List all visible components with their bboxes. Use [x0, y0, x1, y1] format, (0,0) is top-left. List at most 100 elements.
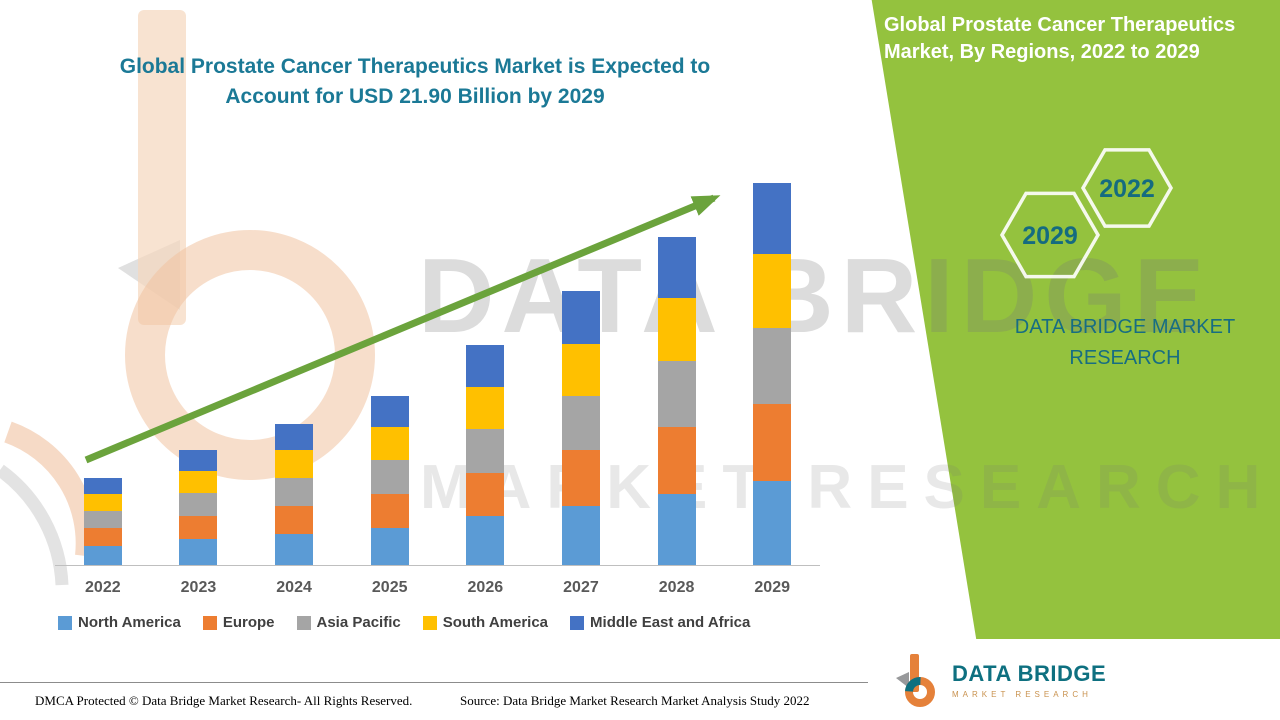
bar-stack [83, 477, 122, 565]
brand-logo-text: DATA BRIDGE MARKET RESEARCH [952, 661, 1106, 699]
bar-stack [466, 345, 505, 565]
bar-segment-middle-east-and-africa [753, 182, 792, 255]
watermark-swoosh-gray [0, 464, 69, 586]
legend: North America Europe Asia Pacific South Ame… [58, 614, 838, 631]
x-axis-label: 2029 [754, 579, 790, 596]
bar-segment-middle-east-and-africa [179, 449, 218, 471]
bar-segment-europe [275, 505, 314, 534]
bar-segment-north-america [657, 493, 696, 565]
hexagon-badges: 2029 2022 [999, 148, 1174, 279]
side-panel-brand-line2: RESEARCH [1069, 347, 1181, 369]
bar-segment-north-america [179, 538, 218, 565]
x-axis-label: 2028 [658, 579, 695, 596]
legend-item: North America [58, 614, 181, 631]
brand-logo-name: DATA BRIDGE [952, 660, 1107, 686]
bar-segment-north-america [275, 533, 314, 565]
bar-stack [275, 423, 314, 565]
bar-segment-asia-pacific [561, 395, 600, 450]
brand-logo-subtitle: MARKET RESEARCH [952, 689, 1092, 699]
x-axis-label: 2022 [85, 579, 121, 596]
bar-segment-europe [561, 449, 600, 506]
bar-column: 2027 [533, 140, 629, 596]
chart-title-line1: Global Prostate Cancer Therapeutics Mark… [119, 55, 711, 78]
side-panel-brand-text: DATA BRIDGE MARKET RESEARCH [1010, 312, 1240, 374]
bar-segment-north-america [83, 545, 122, 565]
bar-column: 2023 [151, 140, 247, 596]
legend-label: South America [442, 614, 549, 631]
chart-title: Global Prostate Cancer Therapeutics Mark… [0, 52, 830, 112]
legend-swatch [202, 615, 217, 630]
bar-segment-north-america [466, 516, 505, 565]
x-axis-label: 2024 [276, 579, 312, 596]
x-axis-label: 2026 [467, 579, 504, 596]
bar-segment-south-america [657, 298, 696, 361]
bar-column: 2029 [724, 140, 820, 596]
bar-stack [370, 395, 409, 565]
bar-segment-europe [466, 472, 505, 517]
legend-item: South America [422, 614, 549, 631]
bar-segment-north-america [753, 481, 792, 565]
legend-label: North America [78, 614, 181, 631]
bar-stack [179, 449, 218, 565]
hexagon-2029 [999, 191, 1101, 279]
bar-segment-europe [753, 404, 792, 482]
bar-segment-south-america [179, 470, 218, 494]
x-axis-label: 2027 [563, 579, 599, 596]
hexagon-2029-label: 2029 [1022, 222, 1078, 250]
legend-item: Middle East and Africa [570, 614, 750, 631]
bar-column: 2026 [438, 140, 534, 596]
data-bridge-logo-icon [896, 653, 935, 707]
legend-swatch [296, 615, 311, 630]
footer: DMCA Protected © Data Bridge Market Rese… [0, 682, 868, 720]
bar-segment-north-america [561, 505, 600, 565]
legend-swatch [422, 615, 437, 630]
bar-stack [657, 237, 696, 565]
bar-segment-middle-east-and-africa [370, 395, 409, 428]
side-panel-title: Global Prostate Cancer Therapeutics Mark… [884, 12, 1280, 66]
bar-segment-middle-east-and-africa [561, 291, 600, 344]
bar-segment-south-america [753, 254, 792, 328]
bar-segment-south-america [370, 427, 409, 461]
legend-swatch [570, 615, 585, 630]
bar-segment-south-america [275, 449, 314, 478]
bar-segment-asia-pacific [83, 511, 122, 529]
hexagon-2022 [1080, 148, 1174, 228]
brand-logo-box: DATA BRIDGE MARKET RESEARCH [866, 639, 1280, 720]
bar-segment-asia-pacific [753, 327, 792, 405]
bar-segment-europe [370, 493, 409, 529]
bar-segment-europe [179, 516, 218, 539]
bar-segment-north-america [370, 528, 409, 565]
legend-item: Europe [202, 614, 275, 631]
bar-column: 2022 [55, 140, 151, 596]
bar-segment-asia-pacific [466, 428, 505, 473]
chart-title-line2: Account for USD 21.90 Billion by 2029 [225, 85, 605, 108]
legend-label: Asia Pacific [316, 614, 401, 631]
x-axis-label: 2025 [371, 579, 408, 596]
legend-label: Middle East and Africa [590, 614, 751, 631]
bar-segment-europe [83, 528, 122, 546]
bar-segment-south-america [561, 343, 600, 396]
bar-segment-asia-pacific [657, 360, 696, 428]
bar-segment-middle-east-and-africa [466, 345, 505, 388]
bar-column: 2025 [342, 140, 438, 596]
bar-segment-middle-east-and-africa [657, 237, 696, 299]
side-panel-title-line1: Global Prostate Cancer Therapeutics [884, 14, 1236, 36]
hexagon-2022-label: 2022 [1099, 175, 1155, 203]
bar-segment-asia-pacific [275, 477, 314, 506]
bar-segment-middle-east-and-africa [275, 423, 314, 450]
bar-segment-middle-east-and-africa [83, 477, 122, 494]
side-panel-brand-line1: DATA BRIDGE MARKET [1014, 316, 1236, 338]
bar-segment-europe [657, 427, 696, 494]
bar-column: 2024 [246, 140, 342, 596]
dmca-notice: DMCA Protected © Data Bridge Market Rese… [35, 693, 413, 708]
legend-label: Europe [222, 614, 275, 631]
x-axis-label: 2023 [180, 579, 217, 596]
side-panel-title-line2: Market, By Regions, 2022 to 2029 [884, 41, 1200, 63]
legend-swatch [58, 615, 72, 630]
bar-segment-south-america [466, 387, 505, 429]
bar-stack [561, 291, 600, 565]
bar-stack [753, 182, 792, 565]
source-note: Source: Data Bridge Market Research Mark… [460, 693, 810, 708]
bar-segment-asia-pacific [179, 493, 218, 517]
